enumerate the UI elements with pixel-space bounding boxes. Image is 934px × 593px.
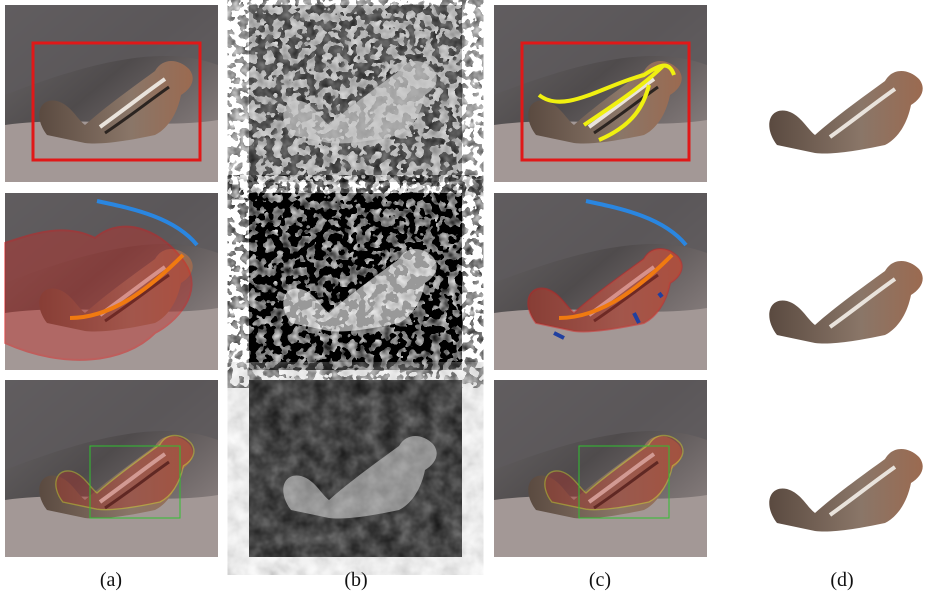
panel-d3 [769, 449, 922, 532]
panel-a1 [5, 5, 218, 182]
panel-d2 [769, 261, 922, 344]
panel-c1 [494, 5, 707, 182]
image-detail [5, 5, 218, 182]
panel-d1 [769, 71, 922, 154]
label-a: (a) [100, 569, 122, 591]
image-detail [769, 71, 922, 154]
figure: (a) (b) (c) (d) [0, 0, 934, 593]
image-detail [249, 193, 462, 370]
image-detail [494, 5, 707, 182]
panel-b2 [249, 193, 462, 370]
page: (a) (b) (c) (d) (() => { const data = JS… [0, 0, 934, 593]
panel-a2 [5, 193, 218, 370]
panel-c3 [494, 380, 707, 557]
panel-c2 [494, 193, 707, 370]
image-detail [249, 380, 462, 557]
panel-b3 [249, 380, 462, 557]
label-b: (b) [344, 569, 367, 591]
panel-b1 [249, 5, 462, 182]
panel-a3 [5, 380, 218, 557]
image-detail [769, 261, 922, 344]
image-detail [494, 380, 707, 557]
image-detail [769, 449, 922, 532]
label-d: (d) [830, 569, 853, 591]
image-detail [494, 193, 707, 370]
image-detail [249, 5, 462, 182]
image-detail [5, 380, 218, 557]
label-c: (c) [589, 569, 611, 591]
